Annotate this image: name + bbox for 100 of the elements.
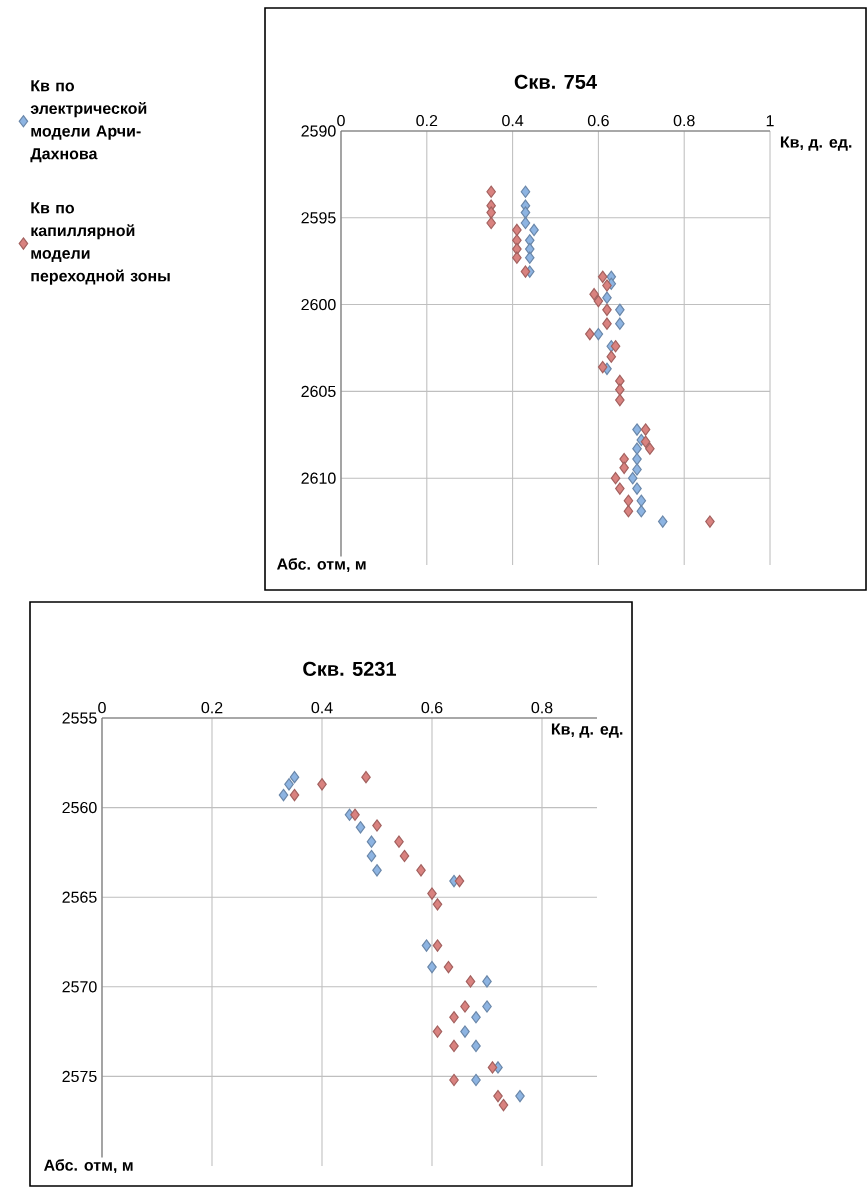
x-tick-label: 0.2 (416, 114, 438, 127)
point (512, 251, 522, 264)
point (421, 939, 432, 952)
point (432, 939, 443, 952)
point (657, 515, 668, 528)
x-axis-title: Кв, д. ед. (780, 136, 852, 151)
y-tick-label: 2555 (62, 712, 97, 724)
point (284, 778, 294, 791)
point (623, 504, 634, 518)
point (632, 463, 642, 476)
point (602, 291, 612, 304)
y-tick-label: 2595 (301, 212, 336, 224)
point (443, 960, 454, 974)
point (632, 423, 642, 436)
point (432, 1025, 443, 1038)
point (615, 383, 625, 396)
point (493, 1089, 503, 1103)
point (585, 327, 595, 341)
x-tick-label: 0.4 (311, 701, 333, 714)
point (372, 819, 382, 832)
y-axis-title: Абс. отм, м (277, 557, 366, 573)
x-tick-label: 0 (98, 701, 106, 714)
point (454, 874, 465, 888)
point (606, 350, 617, 363)
point (645, 442, 655, 455)
y-tick-label: 2590 (301, 125, 336, 137)
legend-label: Кв по капиллярной модели переходной зоны (31, 202, 170, 285)
point (361, 770, 371, 784)
point (278, 788, 289, 802)
point (610, 340, 621, 353)
point (632, 452, 642, 466)
point (636, 504, 647, 518)
point (416, 864, 426, 877)
point (289, 770, 300, 784)
point (520, 265, 531, 278)
point (602, 303, 612, 316)
point (597, 360, 608, 374)
point (615, 303, 625, 316)
point (486, 216, 496, 230)
point (486, 185, 496, 198)
point (486, 206, 496, 219)
point (636, 494, 647, 507)
point (350, 808, 360, 821)
chart-title: Скв. 5231 (303, 661, 397, 676)
y-tick-label: 2570 (62, 981, 97, 993)
chart-title: Скв. 754 (514, 74, 597, 89)
point (471, 1073, 481, 1087)
x-tick-label: 0.8 (673, 114, 695, 127)
point (640, 435, 651, 448)
point (460, 1000, 470, 1013)
point (529, 223, 539, 237)
y-tick-label: 2605 (301, 385, 336, 398)
point (602, 279, 612, 292)
point (355, 821, 366, 834)
x-tick-label: 0 (337, 114, 345, 127)
point (471, 1011, 481, 1024)
point (394, 835, 404, 848)
point (632, 482, 642, 495)
point (366, 849, 377, 863)
point (471, 1039, 481, 1053)
point (460, 1025, 470, 1038)
y-tick-label: 2600 (301, 298, 336, 311)
point (427, 960, 437, 974)
y-tick-label: 2560 (62, 801, 97, 814)
point (427, 887, 437, 900)
x-tick-label: 0.8 (531, 701, 553, 714)
point (623, 494, 634, 507)
x-tick-label: 0.6 (421, 701, 443, 714)
point (449, 1039, 459, 1053)
point (589, 287, 599, 301)
point (512, 223, 522, 237)
point (615, 317, 625, 330)
point (289, 788, 300, 802)
y-axis-title: Абс. отм, м (44, 1158, 133, 1174)
point (432, 898, 443, 911)
point (520, 185, 531, 198)
x-tick-label: 0.6 (587, 114, 609, 127)
point (619, 461, 629, 474)
x-axis-title: Кв, д. ед. (551, 723, 623, 738)
point (597, 270, 608, 284)
point (520, 216, 531, 230)
y-tick-label: 2565 (62, 891, 97, 903)
point (640, 423, 651, 436)
point (498, 1098, 509, 1112)
point (482, 1000, 492, 1013)
point (515, 1089, 525, 1103)
point (615, 393, 625, 407)
point (366, 835, 377, 848)
point (317, 778, 327, 791)
y-tick-label: 2575 (62, 1070, 97, 1083)
legend-label: Кв по электрической модели Арчи-Дахнова (30, 80, 147, 163)
point (449, 1011, 459, 1024)
point (399, 849, 410, 863)
point (487, 1061, 498, 1074)
point (593, 294, 604, 308)
point (449, 1073, 459, 1087)
point (602, 317, 612, 330)
point (465, 975, 476, 988)
point (372, 864, 382, 877)
point (524, 251, 535, 264)
